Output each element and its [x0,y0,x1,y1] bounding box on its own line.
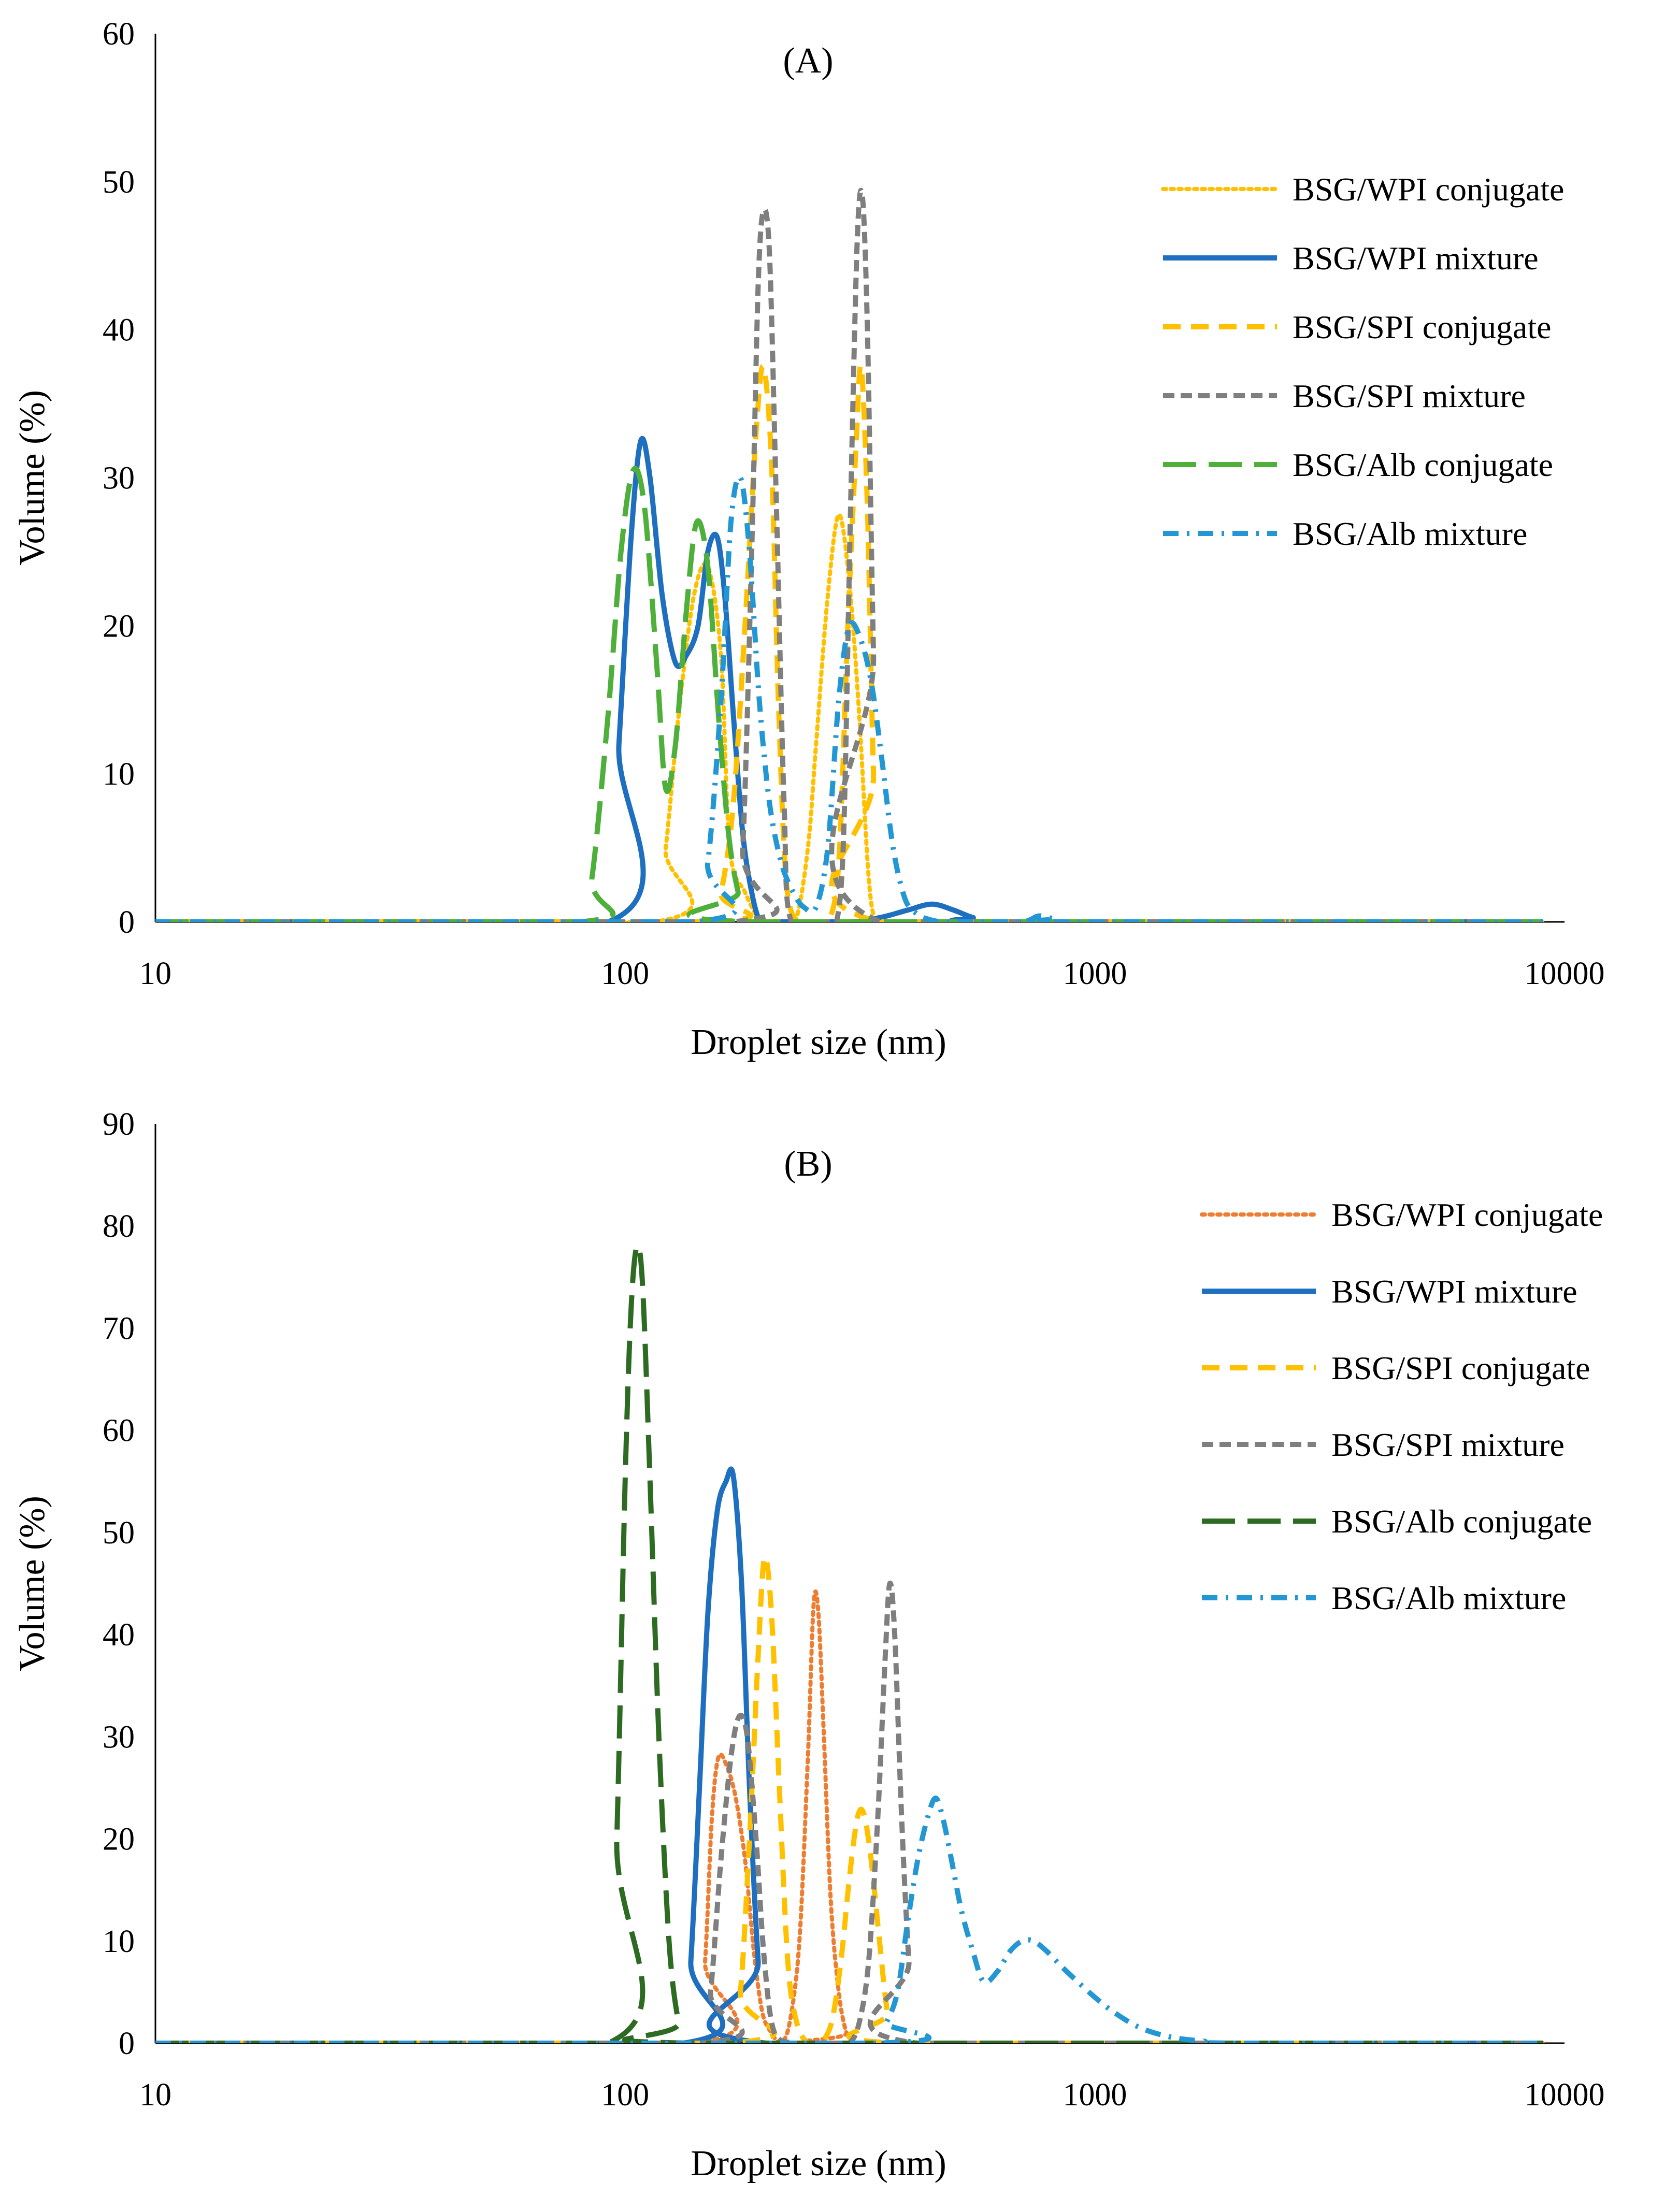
x-tick-label-a: 1000 [1063,956,1127,991]
y-tick-label-b: 80 [103,1209,135,1244]
series-line-a-bsg-alb-mixture [155,474,1543,922]
x-axis-label-b: Droplet size (nm) [691,2144,946,2184]
y-tick-label-b: 50 [103,1515,135,1551]
series-line-b-bsg-wpi-conjugate [155,1589,1545,2043]
legend-label-b: BSG/Alb conjugate [1331,1503,1592,1540]
y-tick-label-b: 10 [103,1924,135,1959]
y-tick-label-b: 90 [103,1107,135,1142]
legend-label-a: BSG/WPI conjugate [1293,171,1564,208]
y-tick-label-b: 40 [103,1617,135,1653]
x-axis-label-a: Droplet size (nm) [691,1022,946,1062]
legend-label-b: BSG/WPI mixture [1331,1273,1577,1310]
y-tick-label-a: 50 [103,165,135,200]
panel-title-a: (A) [783,41,833,81]
x-tick-label-a: 10 [139,956,171,991]
y-tick-label-a: 20 [103,609,135,644]
legend-label-b: BSG/Alb mixture [1331,1580,1566,1616]
y-tick-label-b: 70 [103,1311,135,1346]
series-line-b-bsg-spi-conjugate [155,1554,1543,2043]
legend-label-a: BSG/Alb mixture [1293,515,1527,552]
y-tick-label-a: 30 [103,461,135,496]
y-tick-label-b: 20 [103,1822,135,1857]
y-axis-label-b: Volume (%) [12,1496,52,1671]
y-tick-label-a: 10 [103,757,135,792]
legend-label-b: BSG/SPI conjugate [1331,1350,1590,1386]
series-line-b-bsg-wpi-mixture [155,1466,1543,2043]
x-tick-label-a: 10000 [1525,956,1605,991]
legend-label-a: BSG/WPI mixture [1293,240,1539,277]
y-tick-label-b: 60 [103,1413,135,1449]
legend-label-a: BSG/Alb conjugate [1293,446,1553,483]
series-line-b-bsg-spi-mixture [155,1580,1543,2043]
y-tick-label-b: 0 [119,2026,135,2061]
y-tick-label-a: 40 [103,313,135,348]
series-line-b-bsg-alb-mixture [155,1795,1543,2043]
x-tick-label-b: 10000 [1525,2077,1605,2113]
legend-label-b: BSG/SPI mixture [1331,1426,1565,1463]
x-tick-label-b: 100 [601,2077,649,2113]
x-tick-label-a: 100 [601,956,649,991]
legend-label-a: BSG/SPI conjugate [1293,309,1552,345]
x-tick-label-b: 10 [139,2077,171,2113]
series-line-a-bsg-alb-conjugate [155,466,1543,922]
legend-label-a: BSG/SPI mixture [1293,378,1526,414]
y-tick-label-b: 30 [103,1719,135,1755]
series-line-a-bsg-spi-mixture [155,187,1543,922]
panel-title-b: (B) [784,1144,832,1184]
y-tick-label-a: 0 [119,905,135,940]
legend-label-b: BSG/WPI conjugate [1331,1196,1603,1233]
y-tick-label-a: 60 [103,17,135,52]
x-tick-label-b: 1000 [1063,2077,1127,2113]
y-axis-label-a: Volume (%) [12,390,52,566]
series-line-a-bsg-wpi-mixture [155,436,1543,922]
